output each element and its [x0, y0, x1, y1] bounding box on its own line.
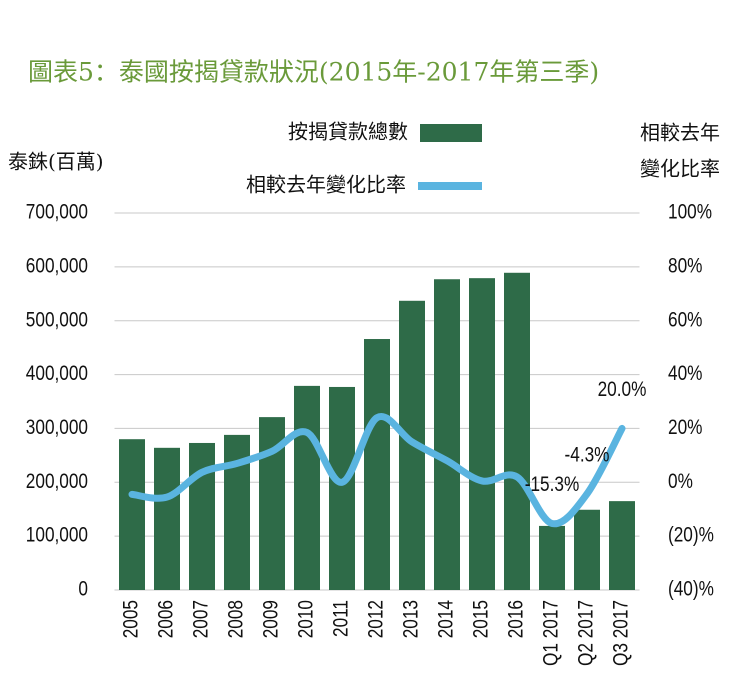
x-tick-label: Q2 2017 — [575, 600, 598, 666]
bar — [364, 339, 390, 590]
bar — [294, 385, 320, 590]
y2-tick-label: 100% — [668, 201, 712, 224]
y-tick-label: 400,000 — [26, 363, 88, 386]
x-tick-label: Q1 2017 — [540, 600, 563, 666]
y-tick-label: 700,000 — [26, 201, 88, 224]
bar — [504, 272, 530, 590]
legend-label: 按揭貸款總數 — [288, 120, 408, 144]
x-tick-label: 2015 — [470, 600, 493, 638]
y-axis-label: 泰銖(百萬) — [8, 150, 104, 174]
y2-tick-label: 20% — [668, 416, 702, 439]
chart-title: 圖表5：泰國按揭貸款狀況(2015年-2017年第三季) — [28, 58, 599, 87]
line — [128, 413, 626, 528]
y-tick-label: 100,000 — [26, 524, 88, 547]
bar — [539, 525, 565, 590]
bar — [434, 279, 460, 590]
y-tick-label: 0 — [78, 578, 88, 601]
bar — [329, 386, 355, 590]
data-label: 20.0% — [598, 378, 647, 401]
y2-axis-label: 變化比率 — [640, 157, 720, 181]
x-tick-label: 2009 — [260, 600, 283, 638]
data-label: -4.3% — [565, 444, 610, 467]
x-tick-label: 2011 — [330, 600, 353, 637]
x-tick-label: 2005 — [120, 600, 143, 638]
y2-tick-label: 0% — [668, 470, 693, 493]
legend-label: 相較去年變化比率 — [246, 173, 406, 197]
bar — [189, 442, 215, 590]
x-tick-label: 2010 — [295, 600, 318, 638]
bar — [119, 439, 145, 590]
x-tick-label: 2007 — [190, 600, 213, 638]
x-tick-label: 2008 — [225, 600, 248, 638]
y-tick-label: 600,000 — [26, 255, 88, 278]
y2-tick-label: 80% — [668, 255, 702, 278]
bar — [154, 447, 180, 590]
x-tick-label: 2014 — [435, 600, 458, 639]
y2-tick-label: (20)% — [668, 524, 714, 547]
data-label: -15.3% — [525, 474, 580, 497]
bar — [469, 278, 495, 590]
y2-tick-label: 40% — [668, 363, 702, 386]
x-tick-label: 2006 — [155, 600, 178, 638]
bar — [609, 501, 635, 590]
y2-tick-label: (40)% — [668, 578, 714, 601]
y2-tick-label: 60% — [668, 309, 702, 332]
legend-swatch — [420, 124, 482, 142]
x-tick-label: Q3 2017 — [610, 600, 633, 666]
y-tick-label: 200,000 — [26, 470, 88, 493]
x-tick-label: 2013 — [400, 600, 423, 638]
y-tick-label: 500,000 — [26, 309, 88, 332]
y-tick-label: 300,000 — [26, 416, 88, 439]
bar — [574, 509, 600, 590]
x-tick-label: 2012 — [365, 600, 388, 638]
x-tick-label: 2016 — [505, 600, 528, 638]
y2-axis-label: 相較去年 — [640, 121, 720, 145]
